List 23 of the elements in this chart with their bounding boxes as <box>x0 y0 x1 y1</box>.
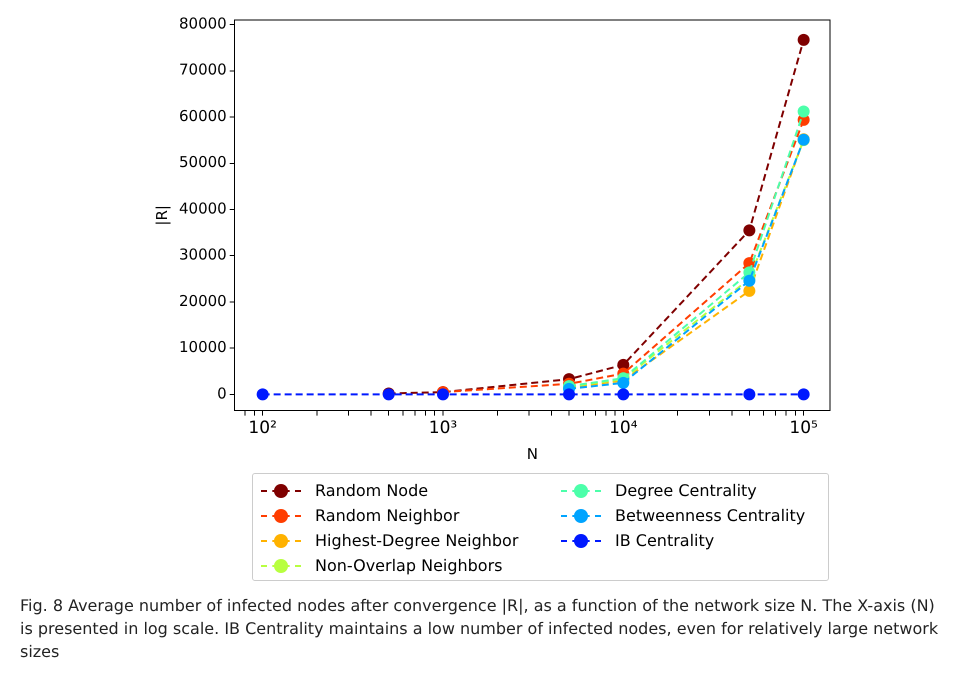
legend-label: Betweenness Centrality <box>615 506 806 525</box>
y-tick-label: 10000 <box>179 338 227 356</box>
y-tick-label: 40000 <box>179 199 227 218</box>
x-tick-label: 10⁴ <box>609 418 638 438</box>
y-tick-label: 50000 <box>179 153 227 172</box>
x-tick-label: 10⁵ <box>789 418 818 438</box>
caption: Fig. 8 Average number of infected nodes after convergence |R|, as a function of the network size N. The X-axis (N) is presented in log scale. IB Centrality maintains a low number of infected nodes, even for relatively large network sizes <box>20 595 940 663</box>
legend-label: Non-Overlap Neighbors <box>315 556 503 575</box>
y-tick-label: 60000 <box>179 106 227 125</box>
x-tick-label: 10³ <box>428 418 458 438</box>
y-tick-label: 20000 <box>179 292 227 310</box>
y-tick-label: 30000 <box>179 246 227 264</box>
legend-label: Random Neighbor <box>315 506 460 525</box>
x-tick-label: 10² <box>248 418 277 438</box>
y-tick-label: 80000 <box>179 14 227 33</box>
y-tick-label: 0 <box>217 384 227 402</box>
y-axis-title: |R| <box>152 205 171 226</box>
y-tick-label: 70000 <box>179 60 227 79</box>
legend-label: Random Node <box>315 481 428 500</box>
x-axis-title: N <box>526 444 538 463</box>
legend-label: Highest-Degree Neighbor <box>315 531 518 550</box>
legend-label: IB Centrality <box>615 531 714 550</box>
legend-label: Degree Centrality <box>615 481 757 500</box>
